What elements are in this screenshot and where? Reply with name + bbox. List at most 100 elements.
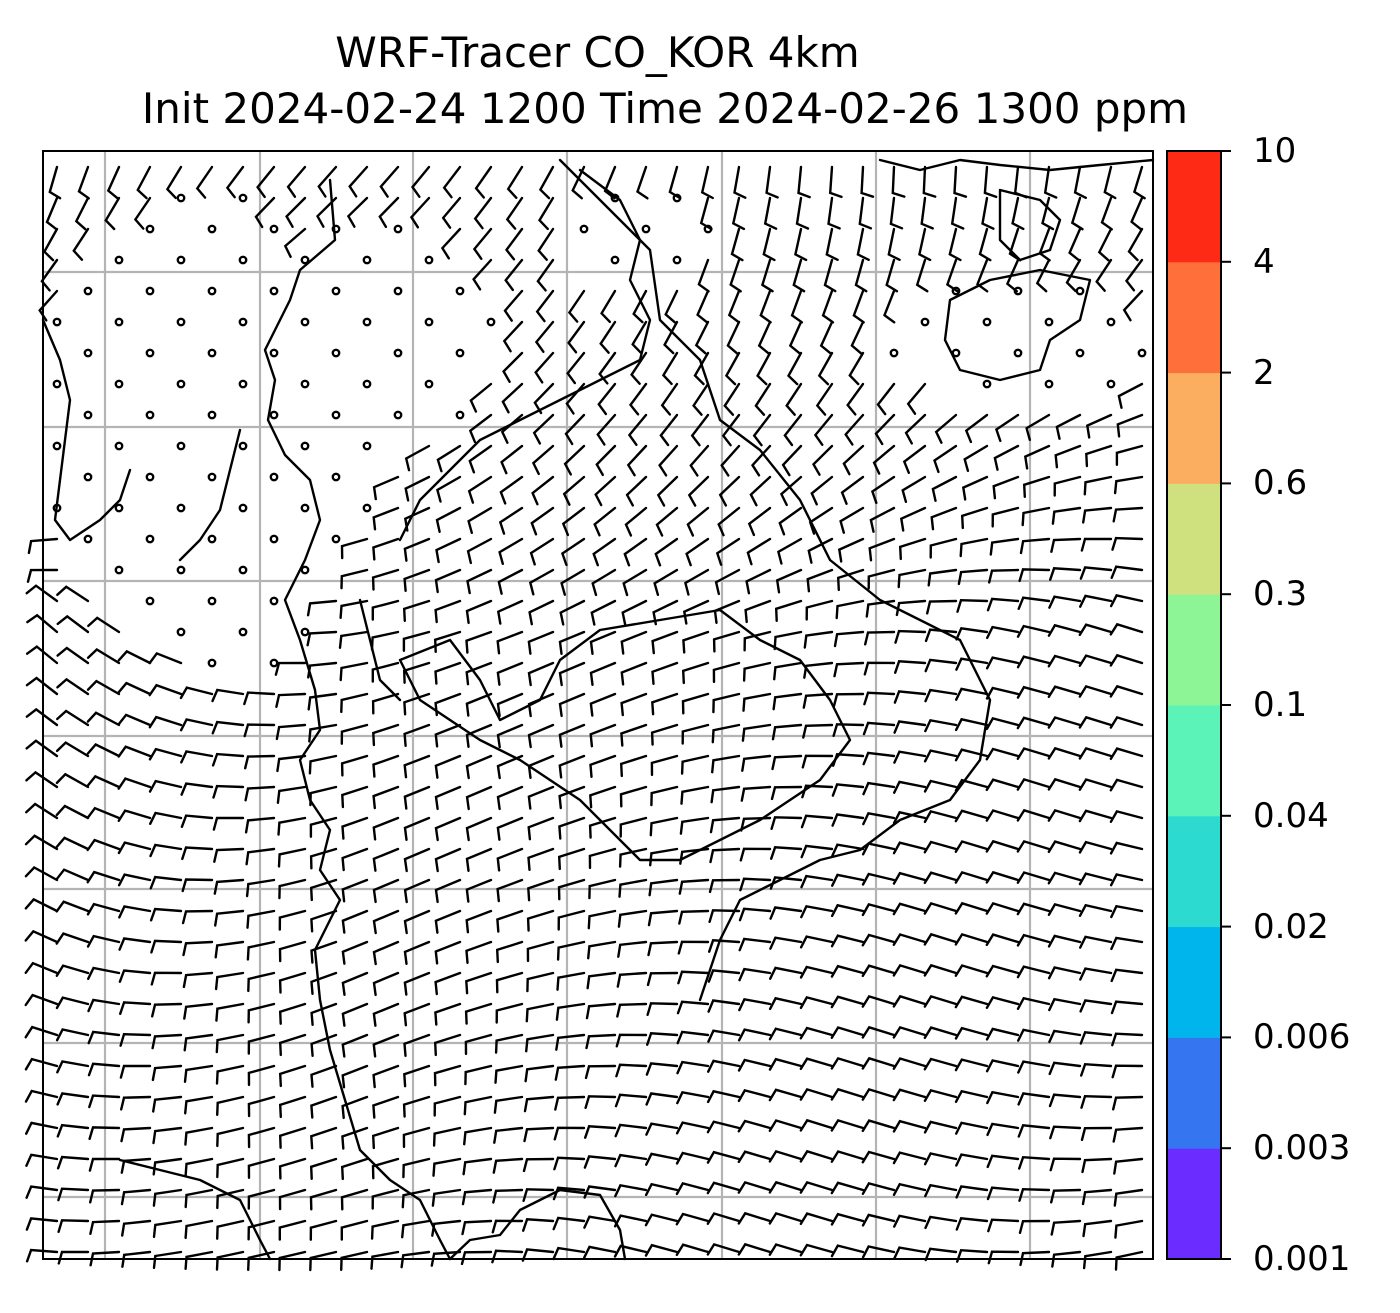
wind-barb (216, 1095, 245, 1116)
wind-barb (472, 258, 493, 291)
calm-wind-marker (393, 286, 403, 296)
wind-barb (893, 1246, 927, 1260)
wind-barb (24, 897, 59, 913)
wind-barb (152, 1157, 183, 1176)
colorbar-tick-label: 10 (1253, 131, 1297, 171)
wind-barb (631, 320, 648, 355)
wind-barb (309, 816, 338, 838)
wind-barb (56, 585, 90, 603)
calm-wind-marker (176, 255, 186, 265)
wind-barb (868, 537, 896, 562)
wind-barb (151, 1064, 183, 1082)
wind-barb (341, 847, 369, 872)
wind-barb (55, 836, 90, 851)
wind-barb (869, 506, 896, 533)
wind-barb (901, 475, 927, 503)
colorbar-segment (1167, 926, 1221, 1038)
calm-wind-marker (641, 224, 651, 234)
wind-barb (531, 444, 555, 476)
wind-barb (654, 537, 679, 567)
wind-barb (861, 1025, 896, 1039)
wind-barb (954, 778, 989, 792)
wind-barb (587, 940, 617, 960)
wind-barb (56, 677, 90, 696)
wind-barb (831, 873, 865, 887)
wind-barb (310, 940, 338, 964)
wind-barb (788, 320, 803, 355)
wind-barb (527, 816, 555, 841)
wind-barb (403, 816, 431, 841)
wind-barb (585, 1002, 617, 1020)
wind-barb (1124, 258, 1144, 292)
wind-barb (1047, 777, 1082, 791)
wind-barb (245, 878, 276, 898)
wind-barb (1016, 624, 1051, 638)
wind-barb (1080, 1126, 1113, 1141)
calm-wind-marker (114, 317, 124, 327)
wind-barb (833, 630, 865, 648)
wind-barb (589, 692, 617, 717)
wind-barb (615, 1063, 648, 1078)
wind-barb (56, 646, 90, 665)
wind-barb (768, 1027, 803, 1041)
wind-barb (959, 537, 989, 558)
wind-barb (778, 506, 803, 536)
coastline-inlet-1 (398, 608, 852, 862)
wind-barb (1109, 622, 1144, 636)
wind-barb (243, 723, 276, 738)
wind-barb (465, 940, 493, 964)
wind-barb (994, 413, 1020, 443)
wind-barb (680, 754, 710, 775)
calm-wind-marker (362, 317, 372, 327)
wind-barb (902, 444, 927, 474)
wind-barb (626, 444, 648, 477)
wind-barb (613, 1244, 648, 1258)
map-panel (24, 150, 1155, 1272)
wind-barb (433, 1064, 462, 1087)
calm-wind-marker (238, 565, 248, 575)
wind-barb (555, 1002, 586, 1021)
wind-barb (277, 816, 307, 836)
wind-barb (554, 1064, 586, 1081)
wind-barb (309, 1219, 338, 1241)
wind-barb (892, 994, 927, 1008)
wind-barb (524, 1064, 555, 1083)
wind-barb (592, 537, 617, 567)
wind-barb (595, 444, 617, 477)
wind-barb (434, 599, 462, 624)
wind-barb (121, 1219, 152, 1237)
wind-barb (954, 870, 989, 884)
wind-barb (316, 196, 338, 228)
wind-barb (589, 754, 617, 778)
wind-barb (56, 709, 90, 727)
wind-barb (621, 599, 648, 626)
calm-wind-marker (889, 348, 899, 358)
wind-barb (527, 661, 555, 687)
wind-barb (802, 723, 834, 739)
wind-barb (953, 165, 968, 198)
wind-barb (774, 599, 803, 622)
wind-barb (991, 506, 1020, 528)
wind-barb (1017, 1092, 1051, 1106)
wind-barb (1013, 165, 1028, 199)
wind-barb (215, 1064, 245, 1085)
wind-barb (927, 568, 958, 587)
wind-barb (372, 1064, 400, 1089)
wind-barb (1127, 227, 1144, 262)
wind-barb (183, 1064, 214, 1083)
wind-barb (402, 1095, 431, 1118)
wind-barb (402, 1157, 431, 1179)
wind-barb (1016, 777, 1051, 791)
wind-barb (283, 227, 307, 258)
wind-barb (340, 1250, 369, 1271)
wind-barb (648, 878, 679, 897)
colorbar-tick-label: 0.04 (1253, 795, 1329, 836)
wind-barb (1078, 840, 1113, 854)
wind-barb (985, 717, 1020, 731)
wind-barb (955, 1153, 989, 1167)
wind-barb (679, 816, 710, 835)
calm-wind-marker (145, 472, 155, 482)
wind-barb (179, 718, 214, 732)
wind-barb (726, 320, 741, 355)
wind-barb (465, 692, 493, 717)
